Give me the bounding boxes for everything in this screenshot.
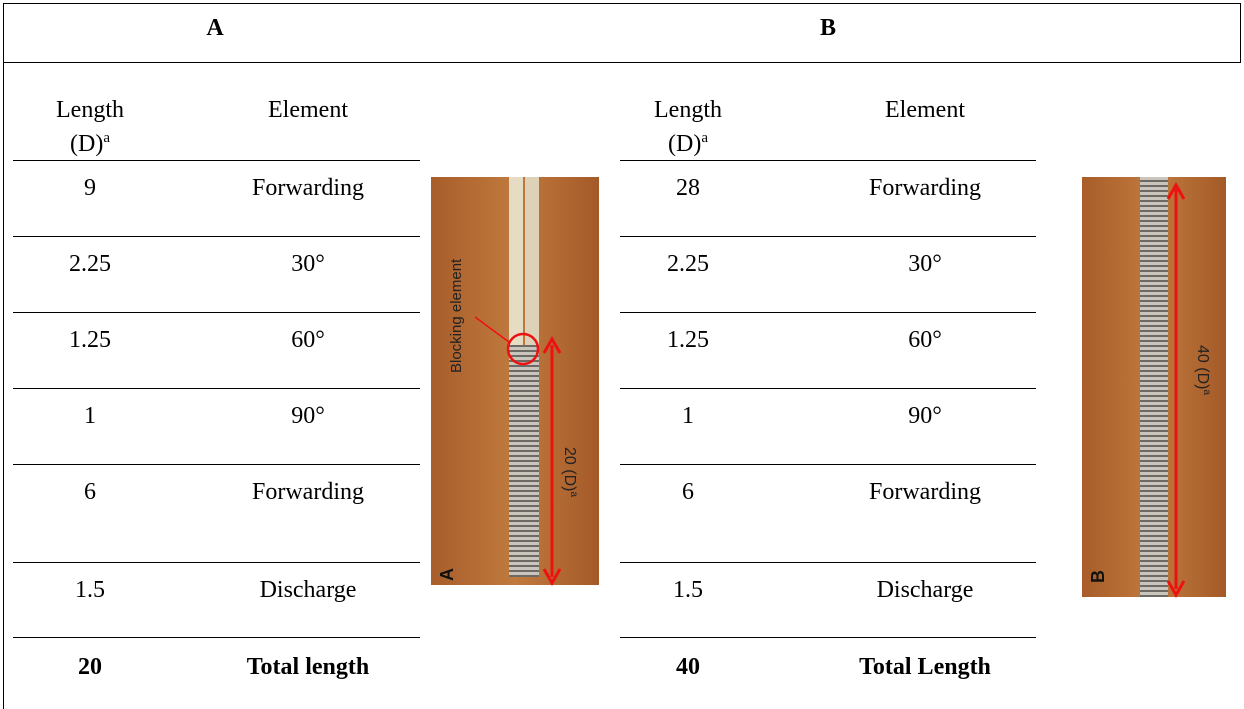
cell: Forwarding (869, 175, 981, 201)
dimension: 40 (D) (1194, 345, 1211, 389)
photo-annotation: Blocking element (448, 258, 465, 373)
cell: Discharge (876, 577, 974, 603)
cell: 30° (291, 251, 325, 277)
section-title: B (819, 15, 836, 41)
row-rule (620, 312, 1036, 313)
photo-dimension: 20 (D)a (561, 447, 579, 497)
total-cell: 20 (78, 654, 102, 680)
cell: 2.25 (667, 251, 709, 277)
header-text: Length (D) (654, 97, 722, 157)
footnote-marker: a (103, 130, 110, 146)
left-border (3, 3, 4, 709)
photo-b: 40 (D)a B (1082, 177, 1226, 599)
total-cell: Total Length (859, 654, 991, 680)
photo-dimension: 40 (D)a (1194, 345, 1212, 395)
footnote-marker: a (701, 130, 708, 146)
section-title: A (206, 15, 224, 41)
cell: 1.5 (75, 577, 105, 603)
cell: 90° (908, 403, 942, 429)
top-border (3, 3, 1241, 4)
cell: 6 (84, 479, 96, 505)
row-rule (13, 464, 420, 465)
cell: 1.25 (69, 327, 111, 353)
column-header: Element (885, 97, 965, 123)
cell: 1.5 (673, 577, 703, 603)
column-header: Length (D)a (40, 96, 140, 158)
row-rule (620, 637, 1036, 638)
cell: 90° (291, 403, 325, 429)
row-rule (13, 637, 420, 638)
photo-a: Blocking element 20 (D)a A (431, 177, 599, 587)
header-rule (3, 62, 1241, 63)
cell: 1.25 (667, 327, 709, 353)
cell: 6 (682, 479, 694, 505)
cell: Forwarding (869, 479, 981, 505)
cell: 1 (84, 403, 96, 429)
cell: 60° (908, 327, 942, 353)
row-rule (620, 562, 1036, 563)
dimension: 20 (D) (561, 447, 578, 491)
row-rule (13, 388, 420, 389)
photo-label: A (437, 568, 457, 581)
cell: Forwarding (252, 175, 364, 201)
row-rule (13, 312, 420, 313)
row-rule (620, 388, 1036, 389)
dimension-sup: a (1201, 389, 1212, 395)
cell: 1 (682, 403, 694, 429)
row-rule (13, 236, 420, 237)
dimension-sup: a (568, 491, 579, 497)
cell: 9 (84, 175, 96, 201)
total-cell: 40 (676, 654, 700, 680)
row-rule (620, 160, 1036, 161)
row-rule (620, 236, 1036, 237)
cell: Discharge (259, 577, 357, 603)
column-header: Element (268, 97, 348, 123)
total-cell: Total length (246, 654, 370, 680)
photo-label: B (1088, 570, 1108, 583)
cell: 60° (291, 327, 325, 353)
cell: 30° (908, 251, 942, 277)
header-text: Length (D) (56, 97, 124, 157)
row-rule (620, 464, 1036, 465)
cell: Forwarding (252, 479, 364, 505)
row-rule (13, 562, 420, 563)
row-rule (13, 160, 420, 161)
cell: 2.25 (69, 251, 111, 277)
right-border (1240, 3, 1241, 62)
column-header: Length (D)a (638, 96, 738, 158)
cell: 28 (676, 175, 700, 201)
